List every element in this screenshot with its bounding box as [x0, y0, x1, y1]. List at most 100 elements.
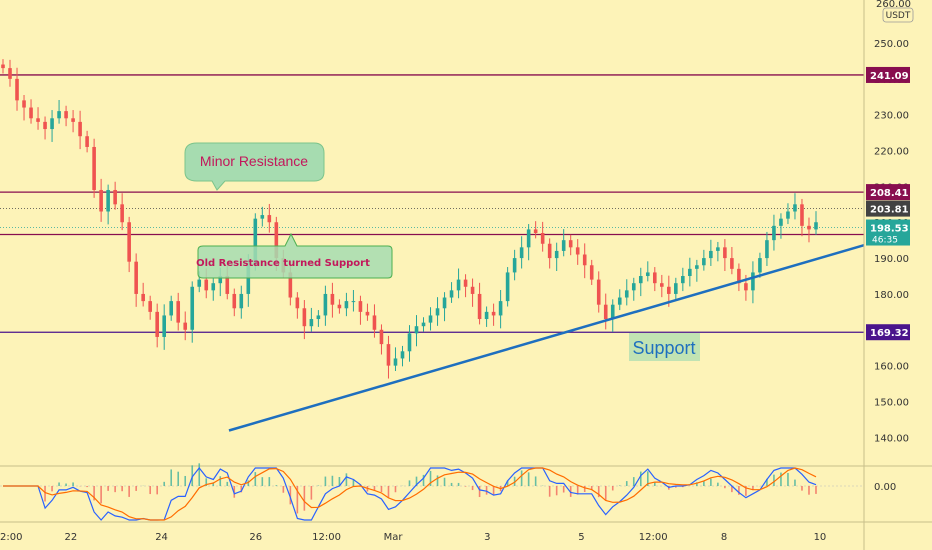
candle-body [484, 311, 489, 320]
old-resistance-callout[interactable]: Old Resistance turned Support [196, 232, 393, 279]
candle-body [772, 225, 776, 241]
candle-body [211, 283, 216, 291]
candle-body [148, 301, 152, 312]
candle-body [449, 290, 454, 298]
candle-body [337, 304, 342, 309]
candle-body [400, 351, 405, 359]
candle-body [435, 308, 440, 316]
candle-body [652, 272, 657, 284]
candle-body [603, 304, 608, 320]
candle-body [344, 301, 349, 309]
x-tick-label: 2:00 [0, 532, 22, 543]
candle-body [295, 297, 300, 309]
candle-body [120, 204, 124, 223]
candle-body [288, 272, 293, 298]
candle-body [232, 293, 237, 309]
candle-body [547, 243, 552, 259]
candle-body [568, 240, 573, 248]
candle-body [758, 258, 762, 273]
candle-body [477, 293, 482, 320]
candle-body [709, 250, 713, 259]
minor-resistance-callout[interactable]: Minor Resistance [184, 142, 325, 191]
candle-body [470, 286, 475, 294]
candle-body [316, 315, 321, 320]
candle-body [267, 215, 272, 223]
candle-body [498, 301, 503, 316]
candle-body [779, 218, 783, 226]
candle-body [330, 293, 335, 305]
x-tick-label: 12:00 [639, 532, 668, 543]
candle-body [169, 301, 174, 316]
candle-body [730, 258, 734, 269]
candle-body [645, 272, 650, 277]
candle-body [793, 204, 797, 212]
level-price-label: 208.41 [870, 188, 909, 199]
support-label[interactable]: Support [629, 333, 700, 361]
horizontal-levels[interactable] [0, 74, 864, 333]
candle-body [491, 311, 496, 316]
candle-body [695, 265, 699, 269]
candle-body [176, 301, 181, 323]
candle-body [393, 358, 398, 366]
candle-body [372, 315, 377, 330]
candle-body [36, 118, 40, 122]
candle-body [64, 111, 68, 119]
x-tick-label: 26 [249, 532, 262, 543]
candle-body [43, 121, 47, 130]
candle-body [610, 304, 615, 320]
candle-body [505, 272, 510, 302]
candle-body [379, 329, 384, 345]
candle-body [456, 279, 461, 291]
candle-body [134, 261, 138, 294]
current-price-label: 198.53 [870, 224, 909, 235]
countdown-label: 46:35 [872, 236, 898, 246]
candle-body [92, 146, 96, 190]
y-tick-label: 220.00 [874, 147, 909, 158]
candle-body [274, 222, 279, 259]
candle-body [442, 297, 447, 309]
level-price-tag [866, 66, 910, 83]
y-tick-label: 230.00 [874, 111, 909, 122]
x-tick-label: 5 [578, 532, 584, 543]
y-tick-label: 190.00 [874, 254, 909, 265]
price-axis[interactable]: 260.00 USDT 250.00240.00230.00220.00210.… [863, 0, 914, 550]
candle-body [737, 268, 741, 284]
candle-body [57, 111, 61, 119]
candle-body [190, 286, 195, 330]
x-tick-label: 3 [484, 532, 490, 543]
level-price-label: 169.32 [870, 328, 909, 339]
candle-body [309, 319, 314, 327]
candle-body [183, 322, 188, 330]
minor-resistance-text: Minor Resistance [200, 153, 308, 169]
candle-body [526, 229, 531, 248]
candle-body [786, 211, 790, 219]
candle-body [638, 276, 643, 284]
candle-body [800, 204, 804, 226]
candle-body [631, 283, 636, 291]
candle-body [85, 136, 89, 147]
candle-body [554, 250, 559, 259]
candle-body [617, 297, 622, 305]
candle-body [421, 322, 426, 327]
time-axis[interactable]: 2:00 22 24 26 12:00 Mar 3 5 12:00 8 10 [0, 521, 932, 543]
y-tick-label: 250.00 [874, 39, 909, 50]
candle-body [365, 311, 370, 316]
candle-body [106, 189, 110, 212]
candle-body [582, 254, 587, 266]
x-tick-label: 12:00 [312, 532, 341, 543]
support-trendline[interactable] [228, 243, 865, 432]
candle-body [204, 279, 209, 291]
candle-body [351, 301, 356, 303]
candle-body [596, 279, 601, 305]
candle-body [681, 276, 685, 284]
candle-body [302, 308, 307, 327]
candle-body [688, 268, 692, 277]
top-axis-label: 260.00 [876, 0, 911, 10]
macd-line [3, 467, 817, 521]
y-tick-label: 160.00 [874, 362, 909, 373]
candle-body [723, 247, 727, 259]
support-text: Support [632, 338, 695, 358]
oscillator-pane: 0.00 [0, 463, 932, 521]
y-tick-label: 140.00 [874, 433, 909, 444]
